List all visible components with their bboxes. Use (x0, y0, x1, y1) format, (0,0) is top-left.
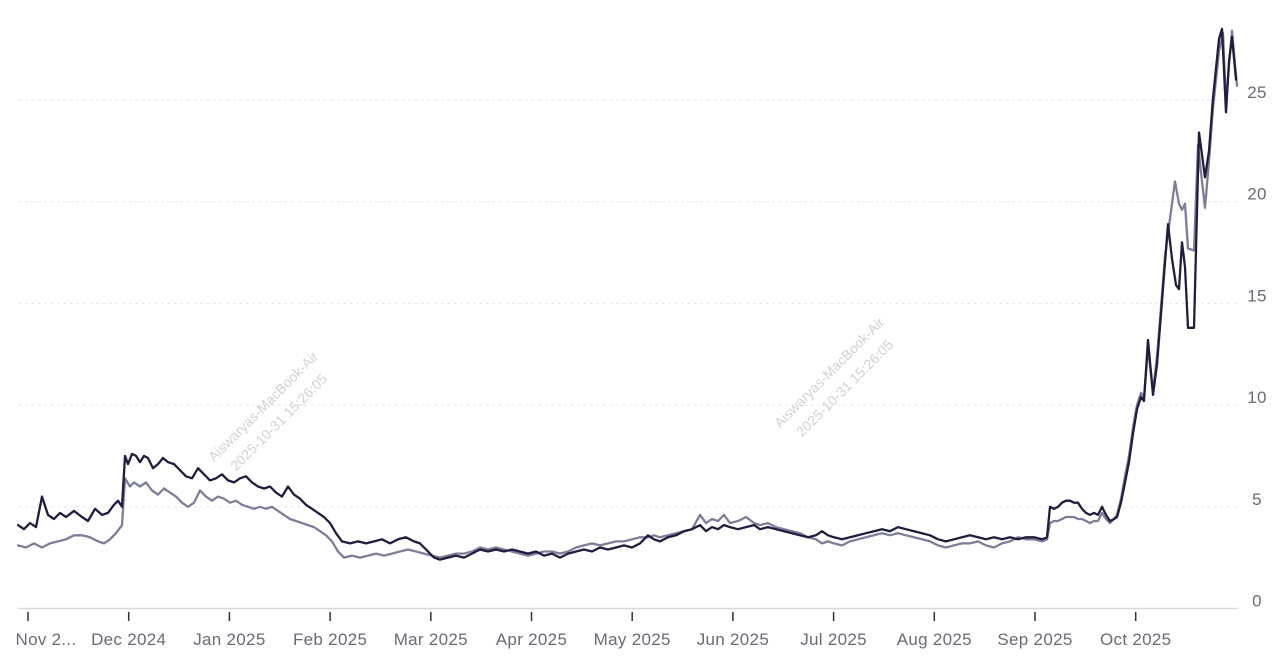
x-tick-label: Oct 2025 (1100, 630, 1171, 649)
x-tick-label: Mar 2025 (394, 630, 468, 649)
x-tick-label: Nov 2... (16, 630, 77, 649)
series-line-light (16, 29, 1239, 559)
x-tick-label: Sep 2025 (997, 630, 1072, 649)
x-tick-label: May 2025 (594, 630, 671, 649)
y-tick-label: 0 (1252, 592, 1262, 611)
x-tick-label: Feb 2025 (293, 630, 367, 649)
series-line-dark (16, 27, 1238, 561)
y-tick-label: 15 (1247, 286, 1267, 305)
x-tick-label: Jun 2025 (697, 630, 769, 649)
x-tick-label: Jul 2025 (800, 630, 867, 649)
y-tick-label: 20 (1247, 185, 1267, 204)
y-tick-label: 10 (1247, 388, 1267, 407)
y-tick-label: 5 (1252, 490, 1262, 509)
x-tick-label: Jan 2025 (193, 630, 265, 649)
x-tick-label: Aug 2025 (897, 630, 972, 649)
x-tick-label: Apr 2025 (496, 630, 567, 649)
x-tick-label: Dec 2024 (91, 630, 166, 649)
y-tick-label: 25 (1247, 83, 1267, 102)
